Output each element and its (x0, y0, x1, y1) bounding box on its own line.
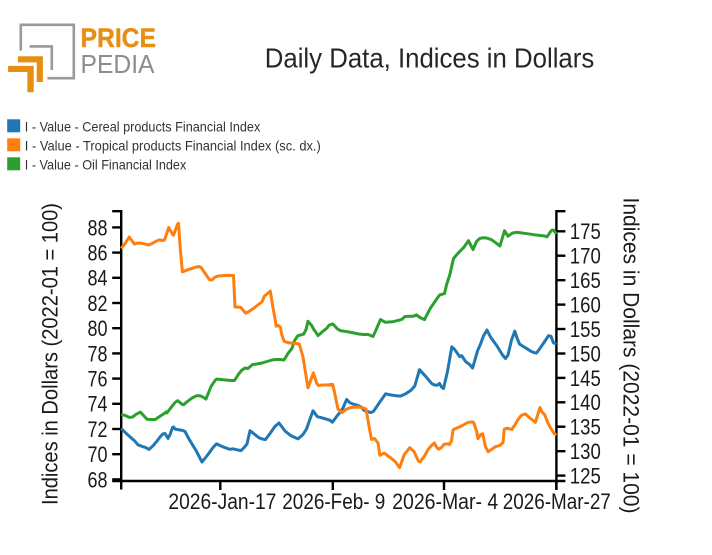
svg-text:PRICE: PRICE (81, 23, 157, 53)
svg-text:76: 76 (88, 367, 108, 392)
svg-text:2026-Jan-17: 2026-Jan-17 (168, 489, 276, 514)
svg-text:I - Value - Oil Financial Inde: I - Value - Oil Financial Index (25, 157, 187, 173)
svg-text:160: 160 (570, 293, 601, 318)
svg-text:74: 74 (88, 392, 108, 417)
svg-text:170: 170 (570, 244, 601, 269)
svg-text:72: 72 (88, 417, 108, 442)
svg-text:Indices in Dollars (2022-01 =: Indices in Dollars (2022-01 = 100) (38, 203, 63, 505)
svg-text:70: 70 (88, 442, 108, 467)
svg-text:150: 150 (570, 341, 601, 366)
svg-text:Indices in Dollars (2022-01 =: Indices in Dollars (2022-01 = 100) (619, 198, 644, 514)
svg-text:I - Value - Tropical products: I - Value - Tropical products Financial … (25, 137, 321, 153)
svg-text:I - Value - Cereal products Fi: I - Value - Cereal products Financial In… (25, 118, 261, 134)
svg-text:140: 140 (570, 390, 601, 415)
svg-text:2026-Mar- 4: 2026-Mar- 4 (392, 489, 498, 514)
svg-text:165: 165 (570, 268, 601, 293)
svg-text:2026-Mar-27: 2026-Mar-27 (503, 489, 611, 514)
svg-text:86: 86 (88, 241, 108, 266)
svg-text:145: 145 (570, 366, 601, 391)
svg-text:68: 68 (88, 467, 108, 492)
svg-text:135: 135 (570, 415, 601, 440)
svg-text:PEDIA: PEDIA (81, 49, 156, 79)
svg-text:80: 80 (88, 316, 108, 341)
svg-text:130: 130 (570, 439, 601, 464)
svg-text:Daily Data, Indices in Dollars: Daily Data, Indices in Dollars (265, 42, 595, 73)
svg-text:125: 125 (570, 464, 601, 489)
svg-text:88: 88 (88, 215, 108, 240)
svg-text:2026-Feb- 9: 2026-Feb- 9 (282, 489, 385, 514)
svg-text:82: 82 (88, 291, 108, 316)
svg-text:84: 84 (88, 266, 108, 291)
svg-text:78: 78 (88, 341, 108, 366)
svg-text:175: 175 (570, 219, 601, 244)
svg-text:155: 155 (570, 317, 601, 342)
